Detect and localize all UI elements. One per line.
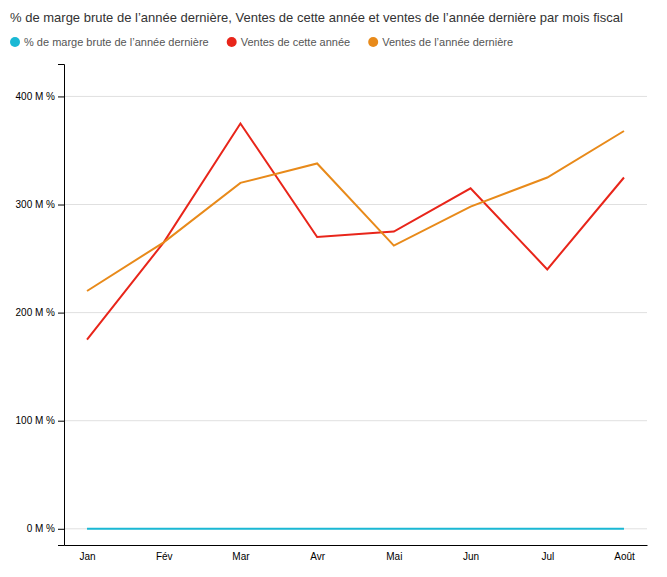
series-line: [87, 123, 624, 339]
grid-line: [64, 528, 647, 529]
series-line: [87, 131, 624, 291]
y-tick-label: 100 M %: [16, 415, 56, 426]
y-tick: 300 M %: [16, 199, 64, 210]
x-axis: Jan Fév Mar Avr Mai Jun Jul Août: [65, 546, 648, 563]
grid-line: [64, 420, 647, 421]
x-tick-label: Jan: [79, 551, 95, 562]
y-tick: 400 M %: [16, 91, 64, 102]
y-tick-mark: [58, 421, 64, 422]
y-tick-mark: [58, 529, 64, 530]
x-axis-line: [65, 545, 648, 546]
lines: [87, 123, 624, 528]
x-tick: Fév: [156, 551, 173, 562]
x-tick-label: Fév: [156, 551, 173, 562]
chart: % de marge brute de l’année dernière, Ve…: [0, 0, 667, 577]
series-line: [87, 528, 624, 530]
grid-line: [64, 312, 647, 313]
x-tick: Mar: [232, 551, 250, 562]
legend-item: % de marge brute de l’année dernière: [10, 36, 209, 48]
y-tick-label: 200 M %: [16, 307, 56, 318]
title: % de marge brute de l’année dernière, Ve…: [10, 10, 623, 25]
legend-swatch: [368, 37, 378, 47]
legend-label: Ventes de cette année: [241, 36, 350, 48]
x-tick: Jun: [463, 551, 479, 562]
y-tick-label: 0 M %: [27, 523, 55, 534]
x-tick: Jul: [541, 551, 554, 562]
plot: 0 M % 100 M % 200 M % 300 M % 400 M % Jan Fév M…: [16, 65, 648, 563]
x-tick-label: Jun: [463, 551, 479, 562]
y-tick-mark: [58, 313, 64, 314]
x-tick-label: Avr: [310, 551, 325, 562]
legend-item: Ventes de cette année: [227, 36, 350, 48]
y-axis-line: [58, 65, 65, 546]
y-tick-label: 300 M %: [16, 199, 56, 210]
grid-line: [64, 96, 647, 97]
y-tick: 200 M %: [16, 307, 64, 318]
legend-label: % de marge brute de l’année dernière: [24, 36, 209, 48]
y-tick-label: 400 M %: [16, 91, 56, 102]
legend-swatch: [10, 37, 20, 47]
y-tick: 0 M %: [27, 523, 64, 534]
x-tick-label: Mar: [232, 551, 250, 562]
x-tick: Mai: [386, 551, 402, 562]
x-tick-label: Mai: [386, 551, 402, 562]
y-axis: 0 M % 100 M % 200 M % 300 M % 400 M %: [16, 65, 65, 546]
x-tick: Avr: [310, 551, 325, 562]
grid: [64, 96, 647, 528]
x-tick: Jan: [79, 551, 95, 562]
legend: % de marge brute de l’année dernière Vent…: [10, 36, 513, 48]
y-tick-mark: [58, 96, 64, 97]
x-tick-label: Jul: [541, 551, 554, 562]
legend-label: Ventes de l’année dernière: [382, 36, 513, 48]
x-tick: Août: [614, 551, 635, 562]
legend-item: Ventes de l’année dernière: [368, 36, 513, 48]
legend-swatch: [227, 37, 237, 47]
x-tick-label: Août: [614, 551, 635, 562]
y-tick-mark: [58, 205, 64, 206]
y-tick: 100 M %: [16, 415, 64, 426]
